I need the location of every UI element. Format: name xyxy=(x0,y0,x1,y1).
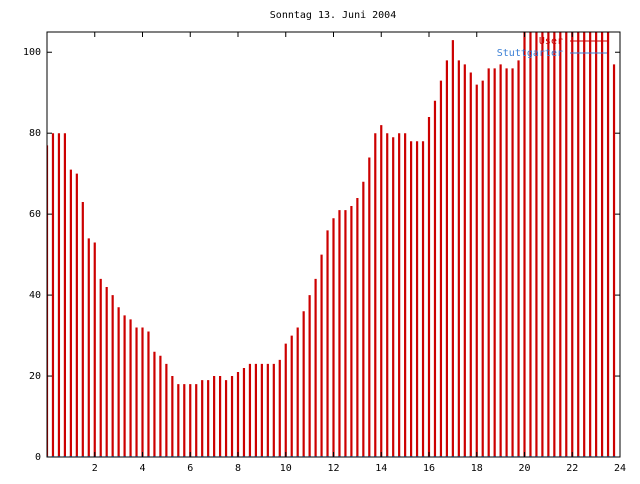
x-tick-label: 12 xyxy=(327,463,339,474)
x-tick-label: 14 xyxy=(375,463,387,474)
legend-label: Stuttgarter xyxy=(497,48,563,59)
x-tick-label: 20 xyxy=(518,463,530,474)
y-tick-label: 40 xyxy=(29,290,41,301)
plot-area xyxy=(47,32,616,457)
y-tick-label: 0 xyxy=(35,452,41,463)
x-tick-label: 6 xyxy=(187,463,193,474)
x-tick-label: 10 xyxy=(280,463,292,474)
x-tick-label: 18 xyxy=(471,463,483,474)
x-tick-label: 2 xyxy=(92,463,98,474)
x-tick-label: 22 xyxy=(566,463,578,474)
y-tick-label: 60 xyxy=(29,209,41,220)
y-tick-label: 80 xyxy=(29,128,41,139)
legend-label: User xyxy=(539,36,563,47)
y-tick-label: 20 xyxy=(29,371,41,382)
y-tick-label: 100 xyxy=(23,47,41,58)
x-tick-label: 8 xyxy=(235,463,241,474)
chart-title: Sonntag 13. Juni 2004 xyxy=(270,10,396,21)
x-tick-label: 16 xyxy=(423,463,435,474)
x-tick-label: 4 xyxy=(139,463,145,474)
x-tick-label: 24 xyxy=(614,463,626,474)
